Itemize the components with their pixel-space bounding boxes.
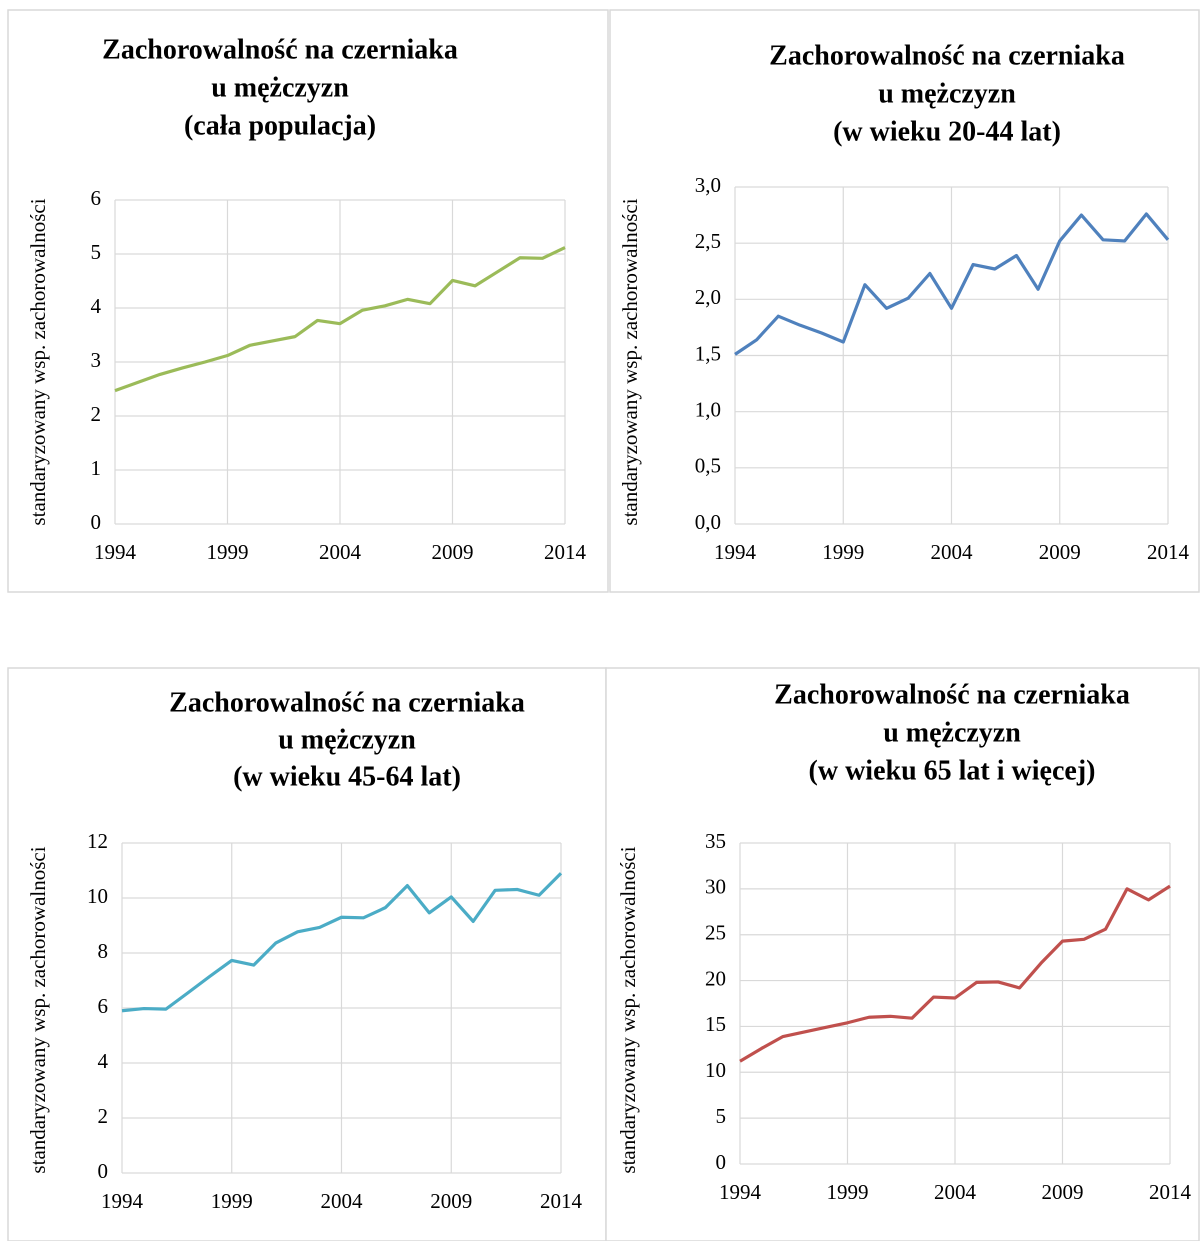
y-tick-label: 1,0 xyxy=(695,397,721,421)
y-tick-label: 0,0 xyxy=(695,510,721,534)
panel xyxy=(605,667,1200,1241)
y-tick-label: 0 xyxy=(98,1159,109,1183)
y-tick-label: 2 xyxy=(91,402,102,426)
y-tick-label: 6 xyxy=(98,994,109,1018)
chart-title: (cała populacja) xyxy=(184,110,376,141)
x-tick-label: 2014 xyxy=(540,1189,583,1213)
y-tick-label: 0,5 xyxy=(695,454,721,478)
x-tick-label: 2009 xyxy=(430,1189,472,1213)
x-tick-label: 2009 xyxy=(432,540,474,564)
y-tick-label: 15 xyxy=(705,1012,726,1036)
x-tick-label: 2004 xyxy=(934,1180,977,1204)
x-tick-label: 1999 xyxy=(822,540,864,564)
y-tick-label: 25 xyxy=(705,921,726,945)
y-tick-label: 2 xyxy=(98,1104,109,1128)
y-tick-label: 5 xyxy=(716,1104,727,1128)
y-tick-label: 6 xyxy=(91,186,102,210)
x-tick-label: 1994 xyxy=(719,1180,762,1204)
y-tick-label: 5 xyxy=(91,240,102,264)
chart-title: Zachorowalność na czerniaka xyxy=(169,687,525,718)
x-tick-label: 2004 xyxy=(931,540,974,564)
chart-title: (w wieku 45-64 lat) xyxy=(233,761,461,792)
y-tick-label: 30 xyxy=(705,875,726,899)
x-tick-label: 1999 xyxy=(207,540,249,564)
chart-title: u mężczyzn xyxy=(211,72,349,103)
y-tick-label: 20 xyxy=(705,966,726,990)
x-tick-label: 2009 xyxy=(1039,540,1081,564)
x-tick-label: 2014 xyxy=(544,540,587,564)
x-tick-label: 1999 xyxy=(211,1189,253,1213)
line xyxy=(739,884,1171,1063)
y-tick-label: 8 xyxy=(98,939,109,963)
y-tick-label: 10 xyxy=(705,1058,726,1082)
y-tick-label: 3,0 xyxy=(695,173,721,197)
y-tick-label: 0 xyxy=(716,1150,727,1174)
y-tick-label: 35 xyxy=(705,829,726,853)
panel xyxy=(7,667,607,1241)
y-tick-label: 10 xyxy=(87,884,108,908)
y-tick-label: 1 xyxy=(91,456,102,480)
y-tick-label: 0 xyxy=(91,510,102,534)
x-tick-label: 1994 xyxy=(94,540,137,564)
y-axis-label: standaryzowany wsp. zachorowalności xyxy=(26,846,50,1173)
chart-title: Zachorowalność na czerniaka xyxy=(774,679,1130,710)
x-tick-label: 1994 xyxy=(714,540,757,564)
y-tick-label: 2,0 xyxy=(695,285,721,309)
chart-title: u mężczyzn xyxy=(278,724,416,755)
y-tick-label: 2,5 xyxy=(695,229,721,253)
x-tick-label: 2014 xyxy=(1149,1180,1192,1204)
y-tick-label: 1,5 xyxy=(695,341,721,365)
x-tick-label: 1999 xyxy=(827,1180,869,1204)
x-tick-label: 1994 xyxy=(101,1189,144,1213)
chart-title: u mężczyzn xyxy=(878,78,1016,109)
x-tick-label: 2004 xyxy=(321,1189,364,1213)
x-tick-label: 2014 xyxy=(1147,540,1190,564)
line xyxy=(734,212,1170,356)
line xyxy=(121,872,563,1013)
y-axis-label: standaryzowany wsp. zachorowalności xyxy=(618,198,642,525)
chart-title: Zachorowalność na czerniaka xyxy=(769,40,1125,71)
chart-title: u mężczyzn xyxy=(883,717,1021,748)
chart-title: (w wieku 65 lat i więcej) xyxy=(809,755,1096,786)
y-tick-label: 4 xyxy=(91,294,102,318)
chart-title: Zachorowalność na czerniaka xyxy=(102,34,458,65)
x-tick-label: 2009 xyxy=(1042,1180,1084,1204)
panel xyxy=(7,9,609,593)
y-axis-label: standaryzowany wsp. zachorowalności xyxy=(26,198,50,525)
chart-title: (w wieku 20-44 lat) xyxy=(833,116,1061,147)
y-tick-label: 4 xyxy=(98,1049,109,1073)
y-axis-label: standaryzowany wsp. zachorowalności xyxy=(616,846,640,1173)
y-tick-label: 3 xyxy=(91,348,102,372)
line xyxy=(114,246,566,393)
y-tick-label: 12 xyxy=(87,829,108,853)
x-tick-label: 2004 xyxy=(319,540,362,564)
